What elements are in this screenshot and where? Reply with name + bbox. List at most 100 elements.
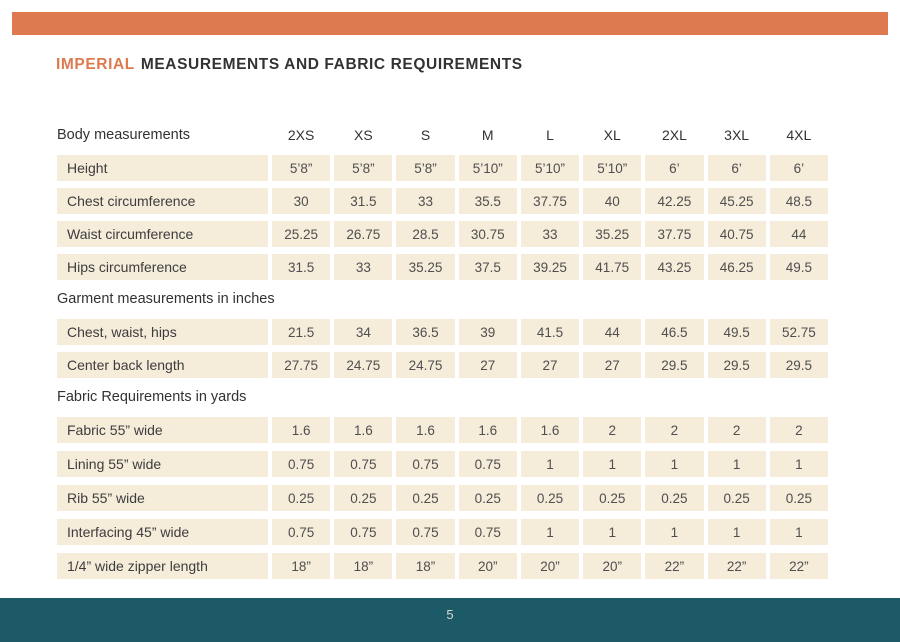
row-label: Waist circumference <box>57 221 268 247</box>
size-column-header: 2XL <box>661 127 687 143</box>
row-label: Chest circumference <box>57 188 268 214</box>
cell-value: 28.5 <box>396 221 455 247</box>
section-header: Fabric Requirements in yards <box>57 389 247 405</box>
cell-value: 2 <box>707 417 766 443</box>
size-column-header: 4XL <box>786 127 812 143</box>
cell-value: 0.25 <box>583 485 642 511</box>
cell-value: 0.75 <box>396 451 455 477</box>
cell-value: 27 <box>458 352 517 378</box>
page-number: 5 <box>446 607 454 622</box>
table-row: Chest, waist, hips 21.5 34 36.5 39 41.5 44 46.5… <box>57 319 828 345</box>
cell-value: 0.25 <box>396 485 455 511</box>
cell-value: 0.75 <box>272 519 331 545</box>
cell-value: 1 <box>707 519 766 545</box>
cell-value: 5’8” <box>334 155 393 181</box>
accent-top-bar <box>12 12 888 35</box>
cell-value: 0.75 <box>272 451 331 477</box>
cell-value: 1.6 <box>458 417 517 443</box>
cell-value: 1 <box>645 451 704 477</box>
cell-value: 0.75 <box>458 519 517 545</box>
table-section-2: Fabric Requirements in yards Fabric 55” w… <box>57 385 828 579</box>
cell-value: 37.75 <box>520 188 580 214</box>
cell-value: 1 <box>645 519 704 545</box>
cell-value: 0.75 <box>458 451 517 477</box>
cell-value: 5’10” <box>583 155 642 181</box>
table-row: 1/4” wide zipper length 18” 18” 18” 20” 20” 20… <box>57 553 828 579</box>
cell-value: 27.75 <box>272 352 331 378</box>
cell-value: 37.5 <box>458 254 517 280</box>
table-row: Waist circumference 25.25 26.75 28.5 30.75 33… <box>57 221 828 247</box>
cell-value: 49.5 <box>707 319 766 345</box>
cell-value: 1 <box>583 451 642 477</box>
cell-value: 1 <box>707 451 766 477</box>
cell-value: 25.25 <box>272 221 331 247</box>
cell-value: 30.75 <box>458 221 517 247</box>
cell-value: 27 <box>583 352 642 378</box>
cell-value: 0.75 <box>334 519 393 545</box>
size-column-header: 2XS <box>287 127 315 143</box>
cell-value: 1 <box>769 451 828 477</box>
cell-value: 0.25 <box>645 485 704 511</box>
cell-value: 0.25 <box>520 485 580 511</box>
table-row: Center back length 27.75 24.75 24.75 27 27 27 2… <box>57 352 828 378</box>
row-label: Interfacing 45” wide <box>57 519 268 545</box>
size-table: Body measurements 2XS XS S M L XL 2XL 3XL 4XL Heig… <box>57 123 828 587</box>
cell-value: 18” <box>334 553 393 579</box>
cell-value: 20” <box>583 553 642 579</box>
cell-value: 39.25 <box>520 254 580 280</box>
size-column-header: L <box>546 127 554 143</box>
cell-value: 18” <box>396 553 455 579</box>
cell-value: 31.5 <box>334 188 393 214</box>
cell-value: 41.75 <box>583 254 642 280</box>
page-title: IMPERIAL MEASUREMENTS AND FABRIC REQUIREM… <box>56 56 523 74</box>
cell-value: 22” <box>707 553 766 579</box>
cell-value: 49.5 <box>769 254 828 280</box>
cell-value: 0.25 <box>707 485 766 511</box>
cell-value: 6’ <box>769 155 828 181</box>
row-label: Hips circumference <box>57 254 268 280</box>
cell-value: 5’10” <box>520 155 580 181</box>
cell-value: 0.75 <box>334 451 393 477</box>
cell-value: 43.25 <box>645 254 704 280</box>
table-section-1: Garment measurements in inches Chest, wai… <box>57 287 828 378</box>
page-title-rest: MEASUREMENTS AND FABRIC REQUIREMENTS <box>140 56 523 73</box>
cell-value: 1.6 <box>396 417 455 443</box>
cell-value: 6’ <box>645 155 704 181</box>
row-label: Rib 55” wide <box>57 485 268 511</box>
cell-value: 39 <box>458 319 517 345</box>
size-column-header: M <box>481 127 494 143</box>
cell-value: 0.25 <box>458 485 517 511</box>
cell-value: 2 <box>645 417 704 443</box>
table-row: Height 5’8” 5’8” 5’8” 5’10” 5’10” 5’10” 6’ 6’ 6’ <box>57 155 828 181</box>
cell-value: 46.5 <box>645 319 704 345</box>
row-label: Lining 55” wide <box>57 451 268 477</box>
cell-value: 40.75 <box>707 221 766 247</box>
row-label: 1/4” wide zipper length <box>57 553 268 579</box>
table-row: Hips circumference 31.5 33 35.25 37.5 39.25 41… <box>57 254 828 280</box>
section-header: Body measurements <box>57 127 190 143</box>
cell-value: 33 <box>396 188 455 214</box>
cell-value: 21.5 <box>272 319 331 345</box>
cell-value: 26.75 <box>334 221 393 247</box>
cell-value: 33 <box>334 254 393 280</box>
cell-value: 22” <box>769 553 828 579</box>
cell-value: 44 <box>583 319 642 345</box>
cell-value: 0.25 <box>769 485 828 511</box>
cell-value: 35.5 <box>458 188 517 214</box>
cell-value: 52.75 <box>769 319 828 345</box>
size-column-header: XL <box>603 127 621 143</box>
cell-value: 20” <box>458 553 517 579</box>
cell-value: 29.5 <box>769 352 828 378</box>
cell-value: 2 <box>769 417 828 443</box>
cell-value: 29.5 <box>645 352 704 378</box>
cell-value: 1 <box>769 519 828 545</box>
cell-value: 1.6 <box>520 417 580 443</box>
cell-value: 37.75 <box>645 221 704 247</box>
cell-value: 35.25 <box>396 254 455 280</box>
row-label: Fabric 55” wide <box>57 417 268 443</box>
cell-value: 22” <box>645 553 704 579</box>
cell-value: 2 <box>583 417 642 443</box>
cell-value: 20” <box>520 553 580 579</box>
cell-value: 29.5 <box>707 352 766 378</box>
cell-value: 1.6 <box>272 417 331 443</box>
